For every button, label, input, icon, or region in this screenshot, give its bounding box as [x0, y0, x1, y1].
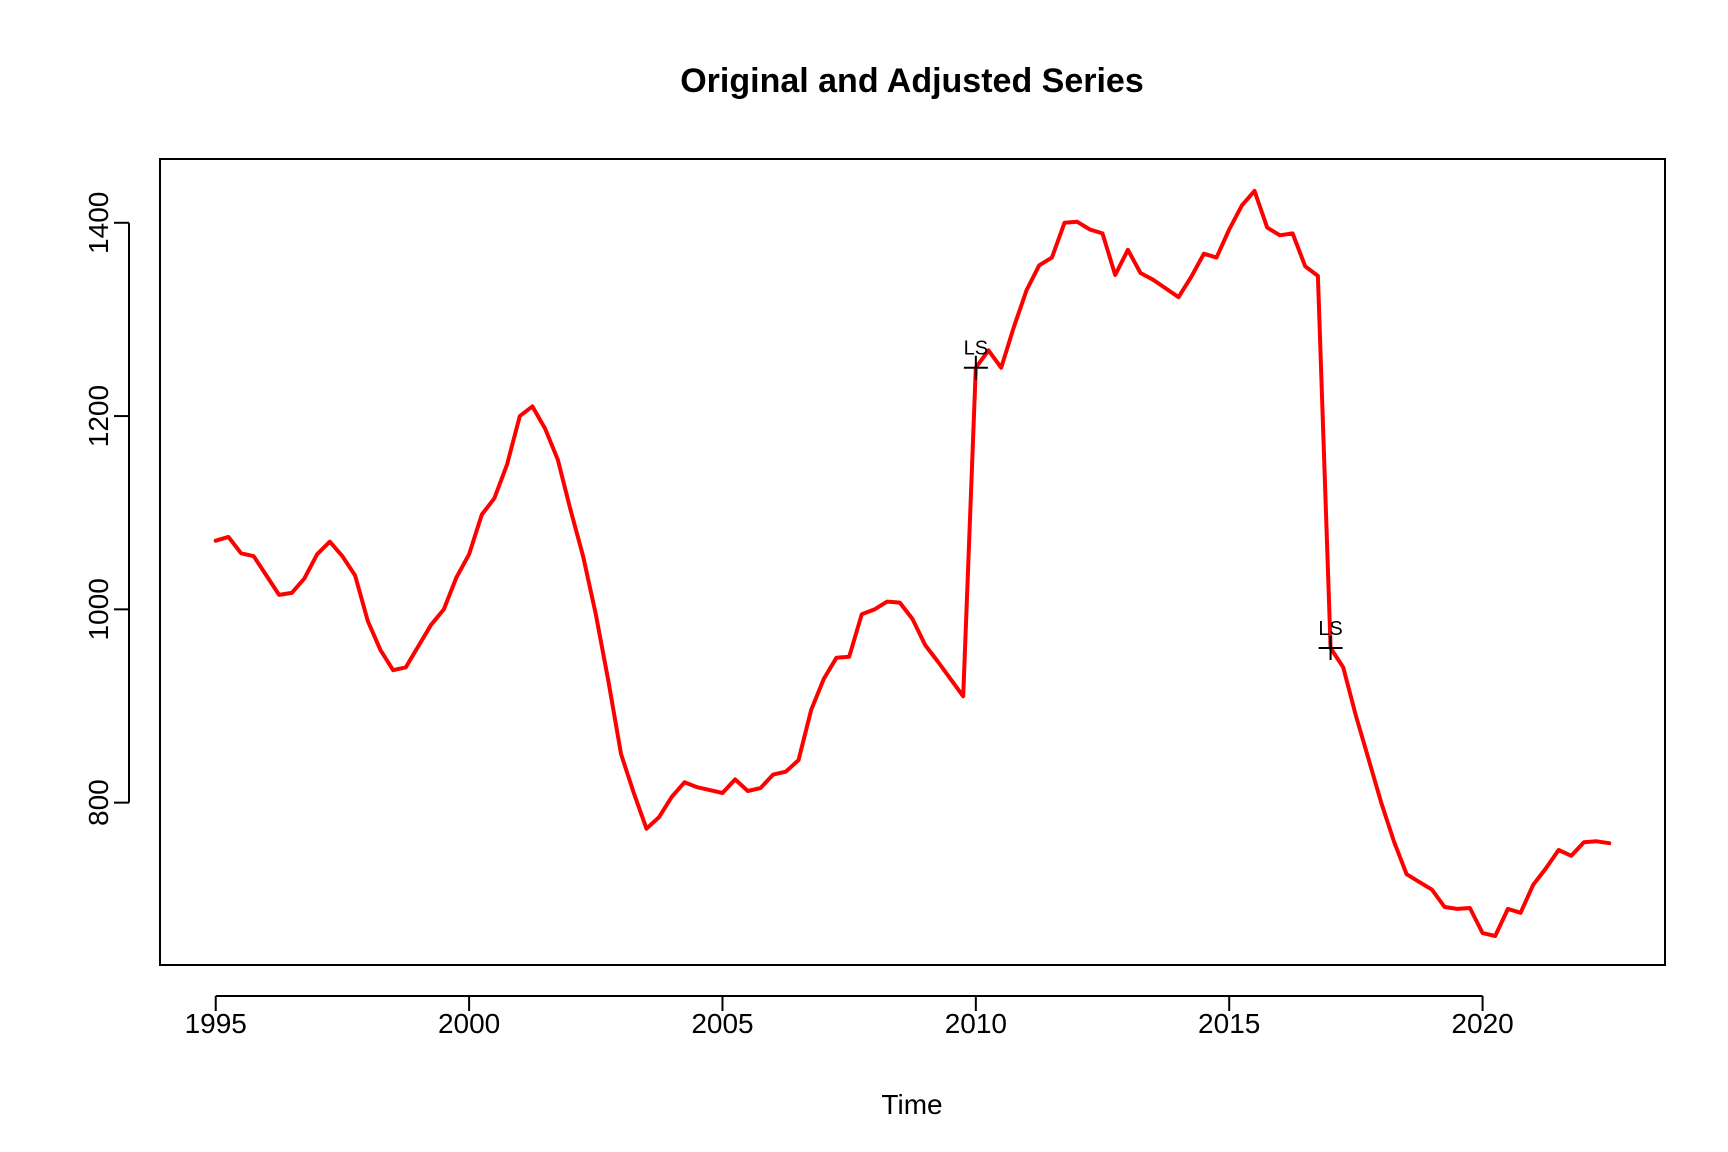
- x-tick-label: 2005: [691, 1008, 753, 1039]
- x-tick-label: 1995: [185, 1008, 247, 1039]
- x-tick-label: 2020: [1451, 1008, 1513, 1039]
- x-tick-label: 2000: [438, 1008, 500, 1039]
- annotation-layer: LS LS: [964, 338, 1343, 661]
- series-line: [213, 188, 1612, 938]
- ls-marker-label: LS: [1318, 618, 1342, 640]
- y-tick-label: 1400: [83, 192, 114, 254]
- y-tick-label: 800: [83, 779, 114, 826]
- x-tick-label: 2015: [1198, 1008, 1260, 1039]
- x-axis-label: Time: [881, 1089, 942, 1120]
- y-tick-label: 1000: [83, 578, 114, 640]
- y-tick-label: 1200: [83, 385, 114, 447]
- series-layer: [213, 188, 1612, 938]
- x-axis: 1995 2000 2005 2010 2015 2020: [185, 995, 1514, 1039]
- plot-frame: [159, 158, 1666, 966]
- chart-title: Original and Adjusted Series: [680, 62, 1144, 100]
- x-tick-label: 2010: [945, 1008, 1007, 1039]
- ls-marker-label: LS: [964, 338, 988, 360]
- y-axis: 800 1000 1200 1400: [83, 192, 130, 826]
